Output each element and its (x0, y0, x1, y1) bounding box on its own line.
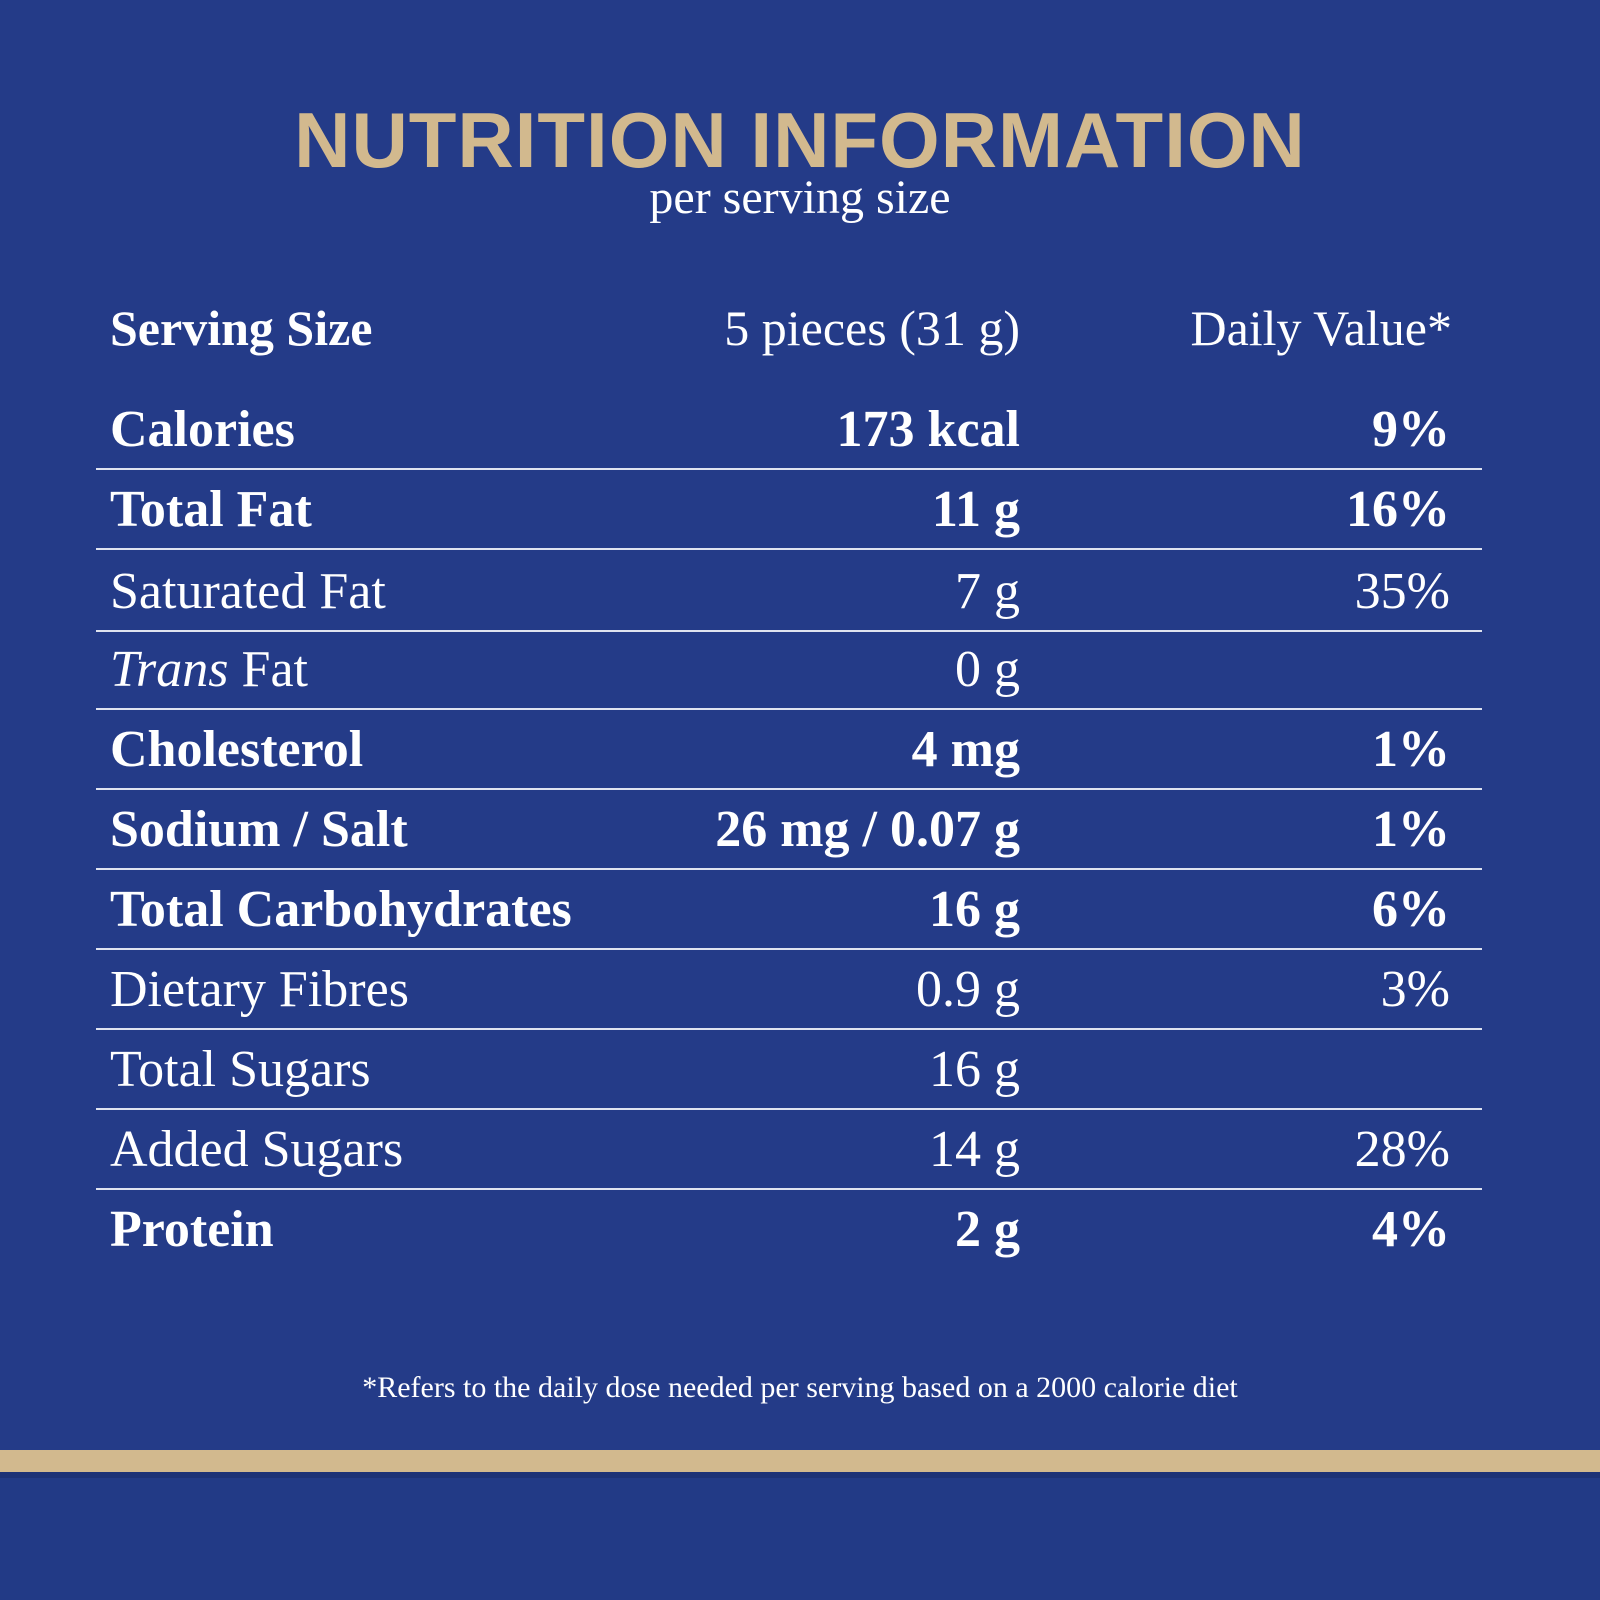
nutrient-daily-value: 28% (1354, 1121, 1450, 1178)
bottom-band (0, 1472, 1600, 1600)
row-divider (96, 468, 1482, 470)
serving-size-value: 5 pieces (31 g) (724, 300, 1020, 356)
table-row: Protein 2 g 4% (0, 1190, 1600, 1270)
page-title: NUTRITION INFORMATION (294, 96, 1306, 184)
nutrient-amount: 0.9 g (916, 961, 1020, 1018)
nutrient-name: Added Sugars (110, 1121, 404, 1178)
nutrient-amount: 16 g (929, 1041, 1020, 1098)
table-row: Calories 173 kcal 9% (0, 390, 1600, 470)
serving-size-label: Serving Size (110, 300, 373, 356)
row-divider (96, 548, 1482, 550)
nutrient-amount: 0 g (955, 641, 1020, 698)
nutrient-name: Dietary Fibres (110, 961, 409, 1018)
table-row: Sodium / Salt 26 mg / 0.07 g 1% (0, 790, 1600, 870)
nutrient-amount: 173 kcal (836, 401, 1020, 458)
nutrient-name: Sodium / Salt (110, 801, 408, 858)
nutrient-name: Protein (110, 1201, 274, 1258)
table-row: Added Sugars 14 g 28% (0, 1110, 1600, 1190)
table-row: Total Fat 11 g 16% (0, 470, 1600, 550)
nutrient-daily-value: 1% (1372, 801, 1450, 858)
nutrient-amount: 16 g (929, 881, 1020, 938)
nutrient-daily-value: 16% (1346, 481, 1450, 538)
nutrient-name: Total Fat (110, 481, 312, 538)
nutrient-name-italic: Trans (110, 641, 229, 698)
table-row: Saturated Fat 7 g 35% (0, 552, 1600, 632)
table-header: Serving Size 5 pieces (31 g) Daily Value… (0, 298, 1600, 358)
table-row: Cholesterol 4 mg 1% (0, 710, 1600, 790)
row-divider (96, 708, 1482, 710)
nutrient-amount: 14 g (929, 1121, 1020, 1178)
nutrient-amount: 2 g (955, 1201, 1020, 1258)
table-row: Dietary Fibres 0.9 g 3% (0, 950, 1600, 1030)
nutrient-daily-value: 6% (1372, 881, 1450, 938)
nutrient-name: Calories (110, 401, 295, 458)
row-divider (96, 788, 1482, 790)
nutrient-amount: 11 g (931, 481, 1020, 538)
nutrient-name: Saturated Fat (110, 563, 386, 620)
nutrient-amount: 7 g (955, 563, 1020, 620)
nutrient-daily-value: 9% (1372, 401, 1450, 458)
row-divider (96, 1108, 1482, 1110)
table-row: Trans Fat 0 g (0, 630, 1600, 710)
nutrient-daily-value: 3% (1380, 961, 1450, 1018)
row-divider (96, 1028, 1482, 1030)
nutrient-name: Cholesterol (110, 721, 364, 778)
nutrient-name-rest: Fat (228, 641, 308, 698)
nutrient-name: Trans Fat (110, 630, 308, 710)
footnote: *Refers to the daily dose needed per ser… (362, 1371, 1238, 1404)
nutrient-daily-value: 35% (1354, 563, 1450, 620)
row-divider (96, 1188, 1482, 1190)
nutrient-daily-value: 4% (1372, 1201, 1450, 1258)
row-divider (96, 948, 1482, 950)
nutrient-daily-value: 1% (1372, 721, 1450, 778)
daily-value-header: Daily Value* (1190, 300, 1452, 356)
band-shadow (0, 1472, 1600, 1478)
table-row: Total Carbohydrates 16 g 6% (0, 870, 1600, 950)
row-divider (96, 868, 1482, 870)
nutrient-amount: 26 mg / 0.07 g (715, 801, 1020, 858)
nutrient-name: Total Carbohydrates (110, 881, 572, 938)
nutrient-name: Total Sugars (110, 1041, 371, 1098)
table-row: Total Sugars 16 g (0, 1030, 1600, 1110)
page-subtitle: per serving size (649, 171, 951, 224)
nutrient-amount: 4 mg (911, 721, 1020, 778)
row-divider (96, 630, 1482, 632)
gold-stripe (0, 1450, 1600, 1472)
